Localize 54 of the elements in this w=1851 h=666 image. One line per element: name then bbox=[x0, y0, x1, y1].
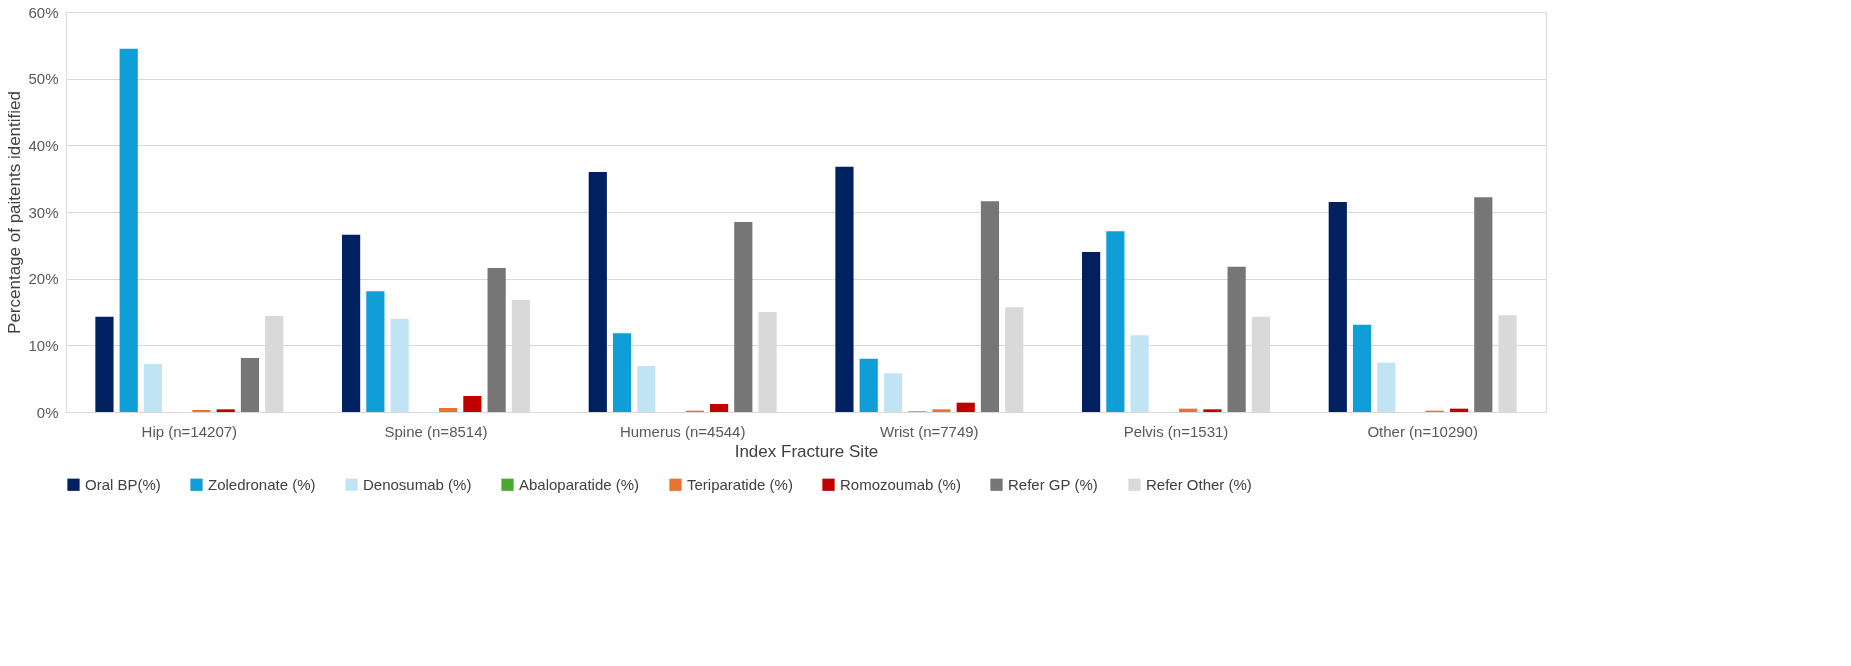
bar bbox=[342, 234, 361, 412]
bar bbox=[637, 366, 656, 412]
bar bbox=[240, 358, 260, 412]
x-tick-label: Pelvis (n=1531) bbox=[1123, 422, 1229, 440]
bar bbox=[143, 364, 163, 412]
legend-label: Teriparatide (%) bbox=[687, 475, 793, 493]
bar bbox=[119, 48, 138, 412]
legend-label: Zoledronate (%) bbox=[208, 475, 316, 493]
bar bbox=[1474, 197, 1493, 412]
bar bbox=[612, 333, 632, 412]
bar bbox=[95, 316, 114, 412]
y-tick-label: 50% bbox=[28, 70, 59, 88]
y-tick-label: 10% bbox=[28, 336, 59, 354]
bar bbox=[1328, 202, 1347, 412]
legend-label: Denosumab (%) bbox=[363, 475, 472, 493]
legend-label: Abaloparatide (%) bbox=[519, 475, 640, 493]
bar bbox=[734, 222, 753, 412]
x-tick-label: Spine (n=8514) bbox=[384, 422, 488, 440]
bar bbox=[1130, 335, 1149, 412]
bar bbox=[439, 408, 458, 412]
bar bbox=[390, 318, 409, 412]
bar bbox=[216, 409, 235, 412]
bar bbox=[859, 358, 878, 412]
x-tick-label: Wrist (n=7749) bbox=[880, 422, 979, 440]
bar bbox=[463, 396, 482, 412]
bar bbox=[1203, 409, 1222, 412]
legend-label: Refer GP (%) bbox=[1008, 475, 1098, 493]
bar bbox=[487, 268, 506, 412]
bar bbox=[932, 409, 951, 412]
bar bbox=[366, 291, 385, 412]
bar bbox=[883, 373, 903, 412]
y-tick-label: 0% bbox=[36, 403, 59, 421]
bar bbox=[980, 201, 1000, 412]
y-tick-label: 30% bbox=[28, 203, 59, 221]
bar bbox=[709, 404, 729, 412]
bar bbox=[1227, 266, 1246, 412]
y-axis-title: Percentage of paitents identified bbox=[5, 91, 25, 334]
bar bbox=[956, 402, 975, 412]
legend-label: Romozoumab (%) bbox=[840, 475, 961, 493]
bar bbox=[1352, 324, 1372, 412]
x-axis-title: Index Fracture Site bbox=[734, 441, 879, 461]
legend-label: Refer Other (%) bbox=[1146, 475, 1252, 493]
y-tick-label: 60% bbox=[28, 3, 59, 21]
x-tick-label: Other (n=10290) bbox=[1367, 422, 1478, 440]
x-tick-label: Hip (n=14207) bbox=[141, 422, 238, 440]
bar bbox=[1377, 362, 1396, 412]
bar bbox=[1106, 231, 1125, 412]
bar bbox=[588, 172, 607, 412]
x-tick-label: Humerus (n=4544) bbox=[619, 422, 746, 440]
bar bbox=[1082, 252, 1101, 412]
bar bbox=[835, 166, 854, 412]
y-tick-label: 40% bbox=[28, 136, 59, 154]
y-tick-label: 20% bbox=[28, 270, 59, 288]
legend-label: Oral BP(%) bbox=[85, 475, 161, 493]
